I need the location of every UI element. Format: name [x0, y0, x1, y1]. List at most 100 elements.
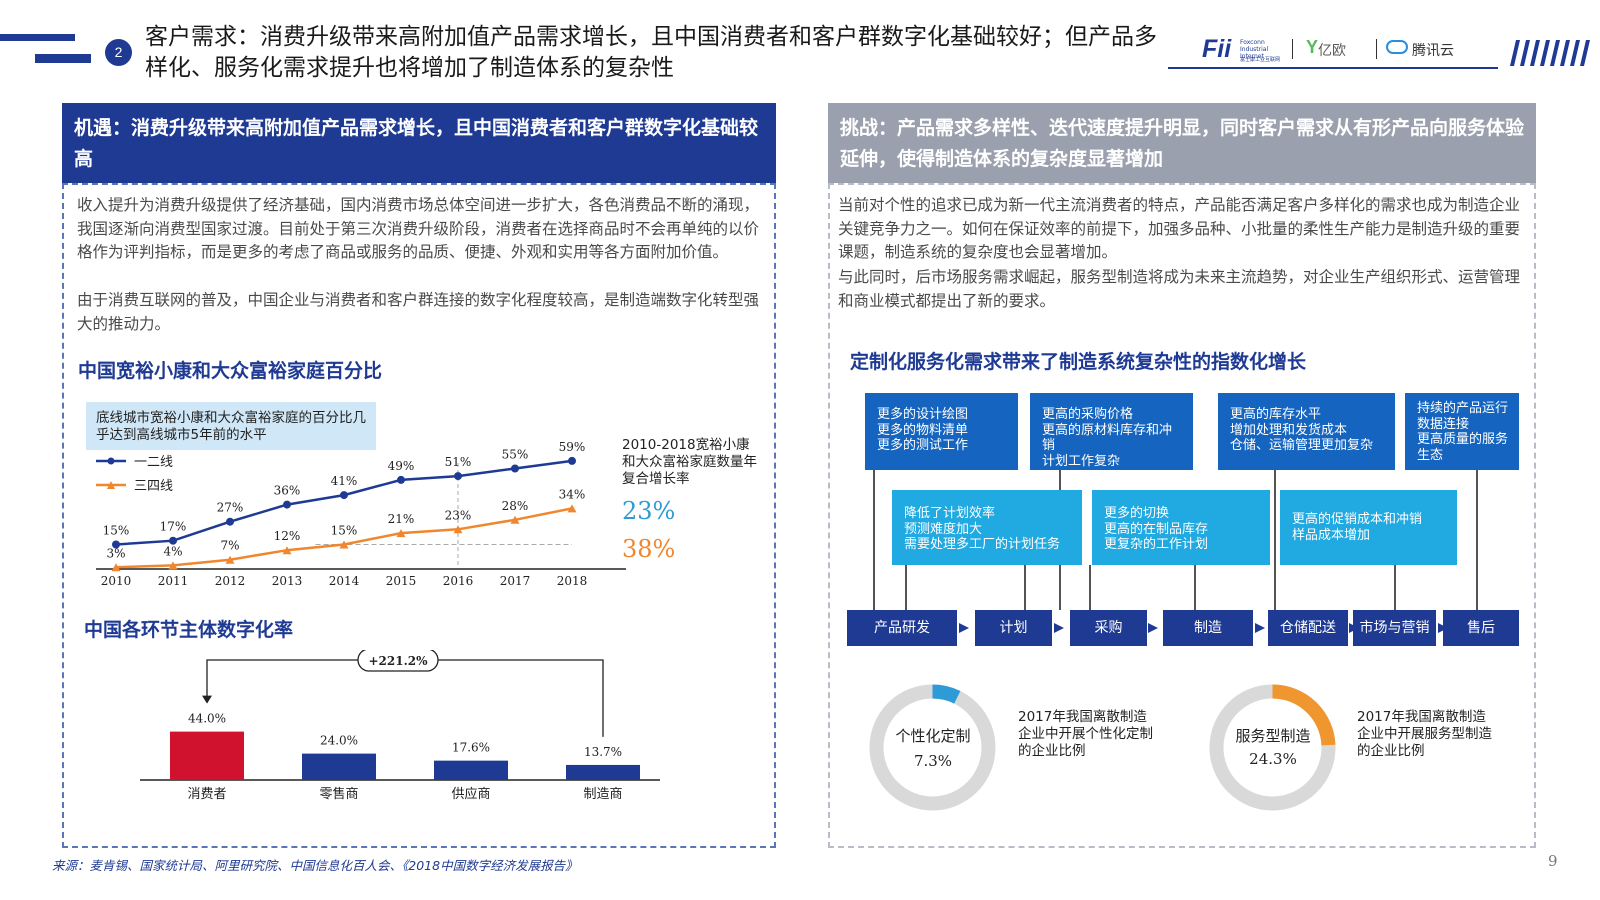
x-tick-label: 2011	[158, 574, 189, 588]
impact-box-line: 更高的在制品库存	[1104, 521, 1209, 537]
data-point	[339, 540, 349, 549]
x-tick-label: 2013	[272, 574, 303, 588]
bar-value-label: 13.7%	[584, 745, 622, 759]
impact-box-line: 更高质量的服务	[1417, 432, 1509, 447]
section-number-badge: 2	[105, 39, 132, 66]
x-tick-label: 2016	[443, 574, 474, 588]
foxconn-logo: Fii	[1202, 35, 1232, 63]
cagr-tier3-value: 38%	[622, 535, 676, 563]
process-step-warehouse: 仓储配送	[1268, 610, 1348, 646]
cagr-tier1-value: 23%	[622, 497, 676, 525]
yiou-logo: 亿欧	[1318, 43, 1346, 59]
foxconn-logo-subtitle: Foxconn Industrial Internet	[1240, 39, 1269, 60]
growth-label: +221.2%	[368, 654, 428, 668]
donut-value-arc	[1272, 684, 1336, 746]
impact-box-line: 生态	[1417, 447, 1444, 463]
bar	[434, 760, 508, 780]
impact-box-line: 更复杂的工作计划	[1104, 537, 1209, 552]
data-point	[283, 500, 291, 509]
diagram-title: 定制化服务化需求带来了制造系统复杂性的指数化增长	[850, 351, 1307, 373]
data-point	[112, 540, 120, 549]
right-paragraph-1: 当前对个性的追求已成为新一代主流消费者的特点，产品能否满足客户多样化的需求也成为…	[838, 196, 1521, 261]
logo-divider	[1376, 39, 1377, 59]
data-point	[111, 563, 121, 572]
data-point	[169, 536, 177, 545]
data-point	[282, 546, 292, 555]
data-label: 59%	[559, 440, 586, 454]
impact-box-aftersales: 持续的产品运行 数据连接 更高质量的服务 生态	[1405, 393, 1519, 470]
x-tick-label: 2012	[215, 574, 246, 588]
logos-underline	[1168, 67, 1498, 69]
legend-marker	[107, 457, 115, 465]
impact-box-line: 计划工作复杂	[1042, 453, 1121, 469]
donut-customization-label: 个性化定制	[895, 727, 971, 745]
donut-track	[869, 684, 996, 811]
impact-box-line: 更高的库存水平	[1230, 407, 1322, 422]
data-point	[168, 561, 178, 570]
data-point	[454, 472, 462, 481]
impact-box-line: 更高的促销成本和冲销	[1292, 512, 1423, 527]
data-label: 41%	[331, 474, 358, 488]
data-label: 55%	[502, 448, 529, 462]
data-point	[226, 517, 234, 526]
header-stripe-bottom	[35, 54, 91, 63]
impact-box-line: 降低了计划效率	[904, 506, 996, 521]
data-point	[396, 529, 406, 538]
donut-servitization-desc: 2017年我国离散制造企业中开展服务型制造的企业比例	[1357, 709, 1492, 759]
impact-box-warehouse: 更高的库存水平 增加处理和发货成本 仓储、运输管理更加复杂	[1218, 393, 1395, 470]
impact-box-line: 仓储、运输管理更加复杂	[1230, 438, 1374, 453]
legend-marker	[107, 481, 115, 489]
category-label: 供应商	[451, 786, 490, 802]
chart1-title: 中国宽裕小康和大众富裕家庭百分比	[78, 360, 383, 382]
impact-box-manufacturing: 更多的切换 更高的在制品库存 更复杂的工作计划	[1092, 490, 1270, 565]
data-label: 12%	[274, 529, 301, 543]
donut-value-arc	[932, 684, 961, 704]
page-title: 客户需求：消费升级带来高附加值产品需求增长，且中国消费者和客户群数字化基础较好；…	[145, 24, 1157, 81]
impact-box-line: 数据连接	[1417, 416, 1470, 432]
donut-customization	[869, 684, 996, 811]
process-step-marketing: 市场与营销	[1353, 610, 1436, 646]
cagr-label: 2010-2018宽裕小康和大众富裕家庭数量年复合增长率	[622, 437, 757, 487]
process-step-procurement: 采购	[1070, 610, 1147, 646]
bar-value-label: 24.0%	[320, 734, 358, 748]
bar-value-label: 44.0%	[188, 712, 226, 726]
yiou-logo-icon: Y	[1306, 37, 1319, 57]
data-label: 4%	[163, 544, 182, 558]
data-point	[510, 515, 520, 524]
left-paragraph-2: 由于消费互联网的普及，中国企业与消费者和客户群连接的数字化程度较高，是制造端数字…	[77, 291, 760, 333]
data-point	[511, 464, 519, 473]
impact-box-line: 更多的物料清单	[877, 422, 969, 438]
page-number: 9	[1548, 852, 1558, 870]
data-label: 17%	[160, 520, 187, 534]
category-label: 零售商	[319, 786, 358, 802]
left-panel-box	[62, 183, 776, 848]
impact-box-line: 更多的设计绘图	[877, 407, 969, 422]
tencent-cloud-icon	[1386, 40, 1408, 54]
donut-servitization-label: 服务型制造	[1235, 727, 1311, 745]
right-panel-heading: 挑战：产品需求多样性、迭代速度提升明显，同时客户需求从有形产品向服务体验延伸，使…	[828, 103, 1536, 183]
bar-chart: 44.0% 消费者 24.0% 零售商 17.6% 供应商 13.7% 制造商 +221.2%	[140, 650, 660, 802]
left-panel-heading: 机遇：消费升级带来高附加值产品需求增长，且中国消费者和客户群数字化基础较高	[62, 103, 776, 183]
data-label: 34%	[559, 487, 586, 501]
source-note: 来源：麦肯锡、国家统计局、阿里研究院、中国信息化百人会、《2018中国数字经济发…	[52, 858, 578, 873]
impact-box-line: 需要处理多工厂的计划任务	[904, 537, 1061, 552]
left-paragraph-1: 收入提升为消费升级提供了经济基础，国内消费市场总体空间进一步扩大，各色消费品不断…	[77, 196, 760, 261]
impact-box-line: 持续的产品运行	[1417, 401, 1509, 416]
chart2-title: 中国各环节主体数字化率	[84, 619, 294, 641]
x-tick-label: 2018	[557, 574, 588, 588]
data-point	[225, 555, 235, 564]
donut-customization-value: 7.3%	[913, 752, 953, 770]
data-label: 3%	[106, 546, 125, 560]
right-paragraph-2: 与此同时，后市场服务需求崛起，服务型制造将成为未来主流趋势，对企业生产组织形式、…	[838, 268, 1521, 310]
x-tick-label: 2017	[500, 574, 531, 588]
header-slash-decoration	[1510, 40, 1590, 66]
data-label: 27%	[217, 501, 244, 515]
impact-box-marketing: 更高的促销成本和冲销 样品成本增加	[1280, 490, 1457, 565]
bar	[170, 731, 244, 780]
process-step-planning: 计划	[975, 610, 1052, 646]
data-label: 49%	[388, 459, 415, 473]
impact-box-line: 更高的原材料库存和冲销	[1042, 422, 1173, 454]
foxconn-logo-cn: 富士康工业互联网	[1240, 57, 1281, 63]
process-step-aftersales: 售后	[1443, 610, 1519, 646]
impact-box-line: 增加处理和发货成本	[1230, 422, 1348, 438]
